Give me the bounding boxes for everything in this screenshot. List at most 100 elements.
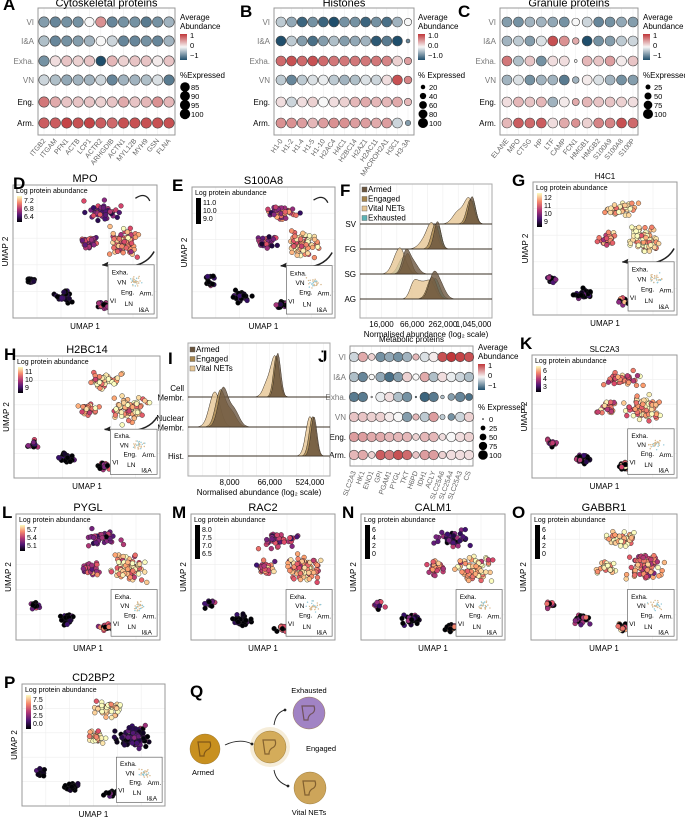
dot-B-0-0: [275, 16, 287, 28]
inset-point: [658, 444, 660, 446]
dot-C-0-6: [571, 17, 580, 27]
cell-point: [261, 563, 267, 569]
inset-point: [138, 768, 140, 770]
size-legend-title: %Expressed: [643, 71, 685, 80]
inset-point: [654, 605, 656, 607]
panel-letter: E: [172, 176, 183, 195]
inset-point: [652, 606, 654, 608]
dot-J-3-8: [419, 411, 430, 423]
cell-point: [90, 213, 97, 219]
cell-point: [624, 373, 631, 379]
panel-letter: G: [512, 171, 525, 190]
inset-point: [653, 277, 655, 280]
cluster-inset: [627, 589, 675, 637]
cell-point: [108, 714, 115, 721]
legend-label: Vital NETs: [196, 364, 233, 373]
colorbar: [20, 525, 25, 551]
colorbar-tick: 2: [372, 543, 376, 550]
cell-point: [121, 742, 128, 748]
ridge-row-label: SV: [345, 220, 356, 229]
dot-J-1-8: [419, 371, 430, 383]
cell-point: [136, 571, 142, 577]
cell-point: [119, 734, 125, 741]
size-legend-dot: [420, 84, 426, 90]
inset-point: [309, 279, 311, 282]
inset-label: Eng.: [299, 613, 313, 620]
cell-point: [111, 381, 117, 387]
panel-letter: M: [172, 503, 186, 522]
colorbar-tick: 9: [544, 219, 548, 226]
legend-swatch: [189, 356, 196, 362]
inset-label: LN: [303, 301, 312, 308]
cell-point: [119, 393, 125, 399]
colorbar-tick: 4: [543, 376, 547, 383]
cell-point: [455, 543, 461, 549]
dot-A-0-3: [72, 16, 84, 28]
cell-point: [125, 235, 131, 241]
cell-point: [462, 526, 468, 533]
inset-point: [654, 439, 657, 442]
dot-A-0-2: [61, 16, 73, 28]
nucleus-icon: [301, 705, 316, 721]
inset-point: [311, 605, 314, 607]
dot-J-5-8: [419, 449, 430, 461]
row-label: I&A: [333, 373, 347, 382]
dot-B-2-12: [403, 56, 413, 66]
dot-J-5-6: [401, 449, 413, 461]
dot-J-0-6: [401, 351, 413, 363]
cell-point: [41, 767, 48, 773]
dot-A-2-5: [95, 55, 107, 67]
inset-label: VN: [637, 276, 646, 283]
inset-point: [651, 443, 654, 446]
inset-point: [653, 445, 656, 447]
inset-point: [129, 278, 132, 280]
trajectory-arrow: [313, 196, 329, 204]
cell-point: [612, 532, 618, 538]
dot-A-4-11: [163, 96, 175, 108]
cell-point: [141, 735, 147, 742]
inset-point: [142, 774, 145, 777]
dot-B-1-1: [286, 35, 297, 47]
cell-point: [450, 539, 456, 546]
cell-point: [206, 279, 212, 285]
inset-point: [647, 603, 649, 605]
dot-J-2-9: [428, 391, 439, 403]
dot-C-0-8: [593, 16, 604, 28]
panel-letter: H: [4, 345, 16, 364]
cell-point: [624, 413, 630, 419]
inset-point: [306, 601, 309, 603]
dot-A-4-6: [106, 96, 118, 108]
cell-point: [94, 561, 100, 568]
dot-J-2-7: [414, 395, 418, 399]
inset-point: [314, 284, 316, 287]
cell-point: [82, 209, 88, 216]
cell-point: [93, 540, 99, 546]
dot-B-3-2: [296, 74, 308, 86]
cell-point: [636, 416, 643, 423]
row-label: Arm.: [329, 451, 346, 460]
cell-point: [57, 613, 64, 619]
row-label: Exha.: [14, 57, 34, 66]
cell-point: [266, 234, 272, 240]
inset-point: [659, 439, 661, 442]
legend-swatch: [361, 215, 368, 221]
inset-point: [658, 605, 661, 608]
inset-point: [657, 443, 660, 445]
dot-B-0-12: [403, 17, 413, 27]
inset-point: [646, 602, 649, 604]
inset-label: I&A: [141, 629, 152, 636]
cell-point: [601, 382, 607, 388]
cell-point: [264, 536, 270, 543]
dot-J-2-13: [465, 393, 473, 401]
cell-point: [485, 557, 492, 563]
inset-point: [140, 774, 142, 776]
inset-point: [133, 607, 136, 610]
x-axis-label: UMAP 1: [418, 644, 448, 653]
cell-point: [629, 224, 635, 230]
row-label: VI: [488, 18, 496, 27]
inset-label: VN: [120, 442, 129, 449]
row-label: Arm.: [17, 119, 34, 128]
panel-letter: J: [318, 347, 327, 366]
dot-C-4-5: [558, 96, 570, 108]
dot-C-5-10: [616, 117, 627, 129]
